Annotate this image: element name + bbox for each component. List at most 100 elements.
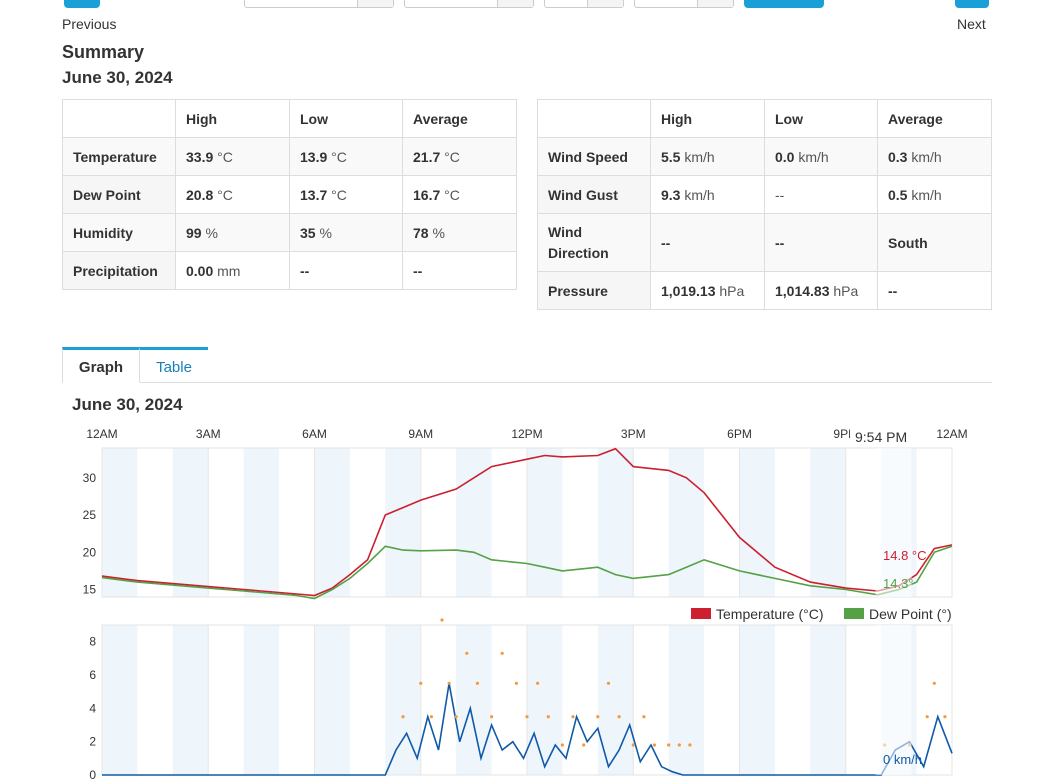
hour-band	[456, 625, 492, 775]
unit: %	[205, 224, 218, 241]
value: South	[888, 234, 928, 251]
x-tick-label: 12AM	[86, 427, 117, 441]
value: 35	[300, 224, 316, 241]
x-tick-label: 3AM	[196, 427, 221, 441]
value: 16.7	[413, 186, 441, 203]
hover-band	[875, 448, 912, 597]
tab-graph[interactable]: Graph	[62, 347, 140, 383]
y-tick-label: 2	[89, 735, 96, 749]
wind-gust-point	[475, 681, 479, 685]
unit: %	[319, 224, 332, 241]
unit: hPa	[719, 282, 745, 299]
row-label: Temperature	[62, 137, 176, 176]
view-button[interactable]	[744, 0, 824, 8]
summary-table-right: High Low Average Wind Speed 5.5 km/h 0.0…	[537, 99, 992, 310]
row-label: Wind Gust	[537, 175, 651, 214]
hour-band	[172, 625, 209, 775]
legend-dew-point-swatch[interactable]	[844, 608, 864, 619]
wind-gust-point	[465, 651, 469, 655]
value: --	[413, 262, 423, 279]
hour-band	[527, 448, 563, 597]
value: 33.9	[186, 148, 214, 165]
summary-date: June 30, 2024	[62, 68, 173, 87]
year-select[interactable]	[544, 0, 624, 8]
x-tick-label: 6AM	[302, 427, 327, 441]
hour-band	[172, 448, 209, 597]
value: 13.7	[300, 186, 328, 203]
value: --	[661, 234, 671, 251]
wind-gust-point	[617, 715, 621, 719]
value: --	[775, 234, 785, 251]
value: 13.9	[300, 148, 328, 165]
table-row: Pressure 1,019.13 hPa 1,014.83 hPa --	[537, 271, 992, 310]
y-tick-label: 20	[83, 545, 97, 559]
unit: mm	[217, 262, 241, 279]
unit: %	[432, 224, 445, 241]
previous-arrow-button[interactable]	[64, 0, 100, 8]
hover-dew-point: 14.3°	[883, 576, 914, 591]
hover-temperature: 14.8 °C	[883, 548, 927, 563]
hour-band	[243, 625, 280, 775]
wind-gust-point	[932, 681, 936, 685]
hour-band	[527, 625, 563, 775]
unit: km/h	[684, 186, 715, 203]
table-row: Dew Point 20.8 °C 13.7 °C 16.7 °C	[62, 175, 517, 214]
hour-band	[385, 625, 421, 775]
hour-band	[810, 625, 846, 775]
value: 1,019.13	[661, 282, 716, 299]
wind-speed-line	[102, 683, 953, 776]
month-select[interactable]	[244, 0, 394, 8]
value: --	[775, 186, 785, 203]
y-tick-label: 25	[83, 508, 97, 522]
wind-gust-point	[429, 715, 433, 719]
tab-table[interactable]: Table	[140, 347, 208, 383]
value: 0.5	[888, 186, 908, 203]
hour-band	[243, 448, 280, 597]
wind-gust-point	[925, 715, 929, 719]
previous-link[interactable]: Previous	[62, 16, 117, 32]
x-tick-label: 12AM	[936, 427, 967, 441]
table-row: Temperature 33.9 °C 13.9 °C 21.7 °C	[62, 137, 517, 176]
hour-band	[314, 448, 350, 597]
wind-gust-point	[677, 743, 681, 747]
dew-point-line	[101, 545, 953, 600]
wind-gust-point	[560, 743, 565, 747]
hour-band	[597, 448, 634, 597]
row-label: Pressure	[537, 271, 651, 310]
value: 1,014.83	[775, 282, 830, 299]
wind-gust-point	[606, 681, 611, 685]
legend-dew-point-label[interactable]: Dew Point (°)	[869, 606, 952, 622]
next-link[interactable]: Next	[957, 16, 986, 32]
legend-temperature-swatch[interactable]	[691, 608, 711, 619]
hour-band	[668, 625, 705, 775]
unit: km/h	[911, 186, 942, 203]
value: 0.0	[775, 148, 795, 165]
wind-gust-point	[440, 618, 444, 622]
unit: °C	[217, 186, 233, 203]
wind-gust-point	[454, 715, 458, 719]
header-low: Low	[289, 99, 403, 138]
header-blank	[537, 99, 651, 138]
y-tick-label: 30	[83, 471, 97, 485]
hour-band	[102, 448, 138, 597]
day-select[interactable]	[404, 0, 534, 8]
wind-gust-point	[688, 743, 692, 747]
next-arrow-button[interactable]	[955, 0, 989, 8]
legend-temperature-label[interactable]: Temperature (°C)	[716, 606, 824, 622]
unit: km/h	[684, 148, 715, 165]
wind-gust-point	[401, 715, 405, 719]
hover-time: 9:54 PM	[855, 429, 907, 445]
wind-gust-point	[667, 743, 671, 747]
y-tick-label: 4	[89, 701, 96, 715]
hour-band	[668, 448, 705, 597]
x-tick-label: 12PM	[511, 427, 542, 441]
unit: km/h	[911, 148, 942, 165]
table-row: Precipitation 0.00 mm -- --	[62, 251, 517, 290]
header-low: Low	[764, 99, 878, 138]
hour-band	[810, 448, 846, 597]
hour-band	[385, 448, 421, 597]
wind-gust-point	[419, 681, 423, 685]
wind-gust-point	[652, 743, 657, 747]
extra-select[interactable]	[634, 0, 734, 8]
